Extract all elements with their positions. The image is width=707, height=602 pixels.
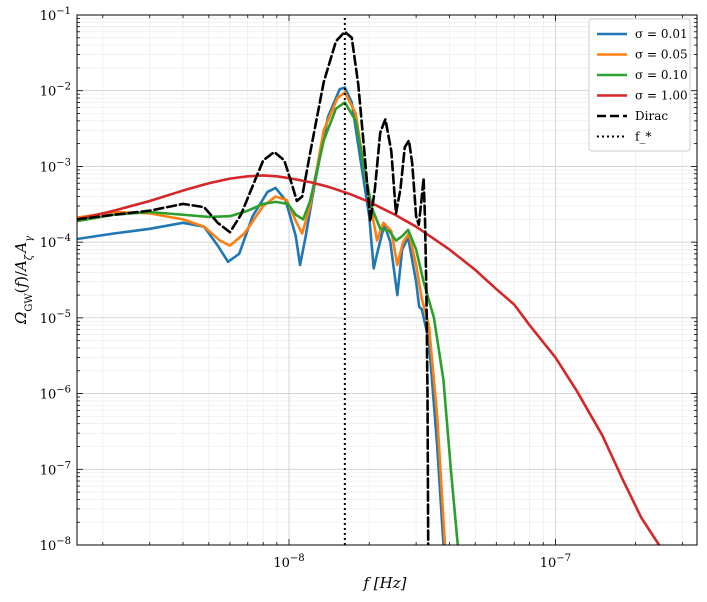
series-line-1 bbox=[77, 91, 447, 545]
y-tick-label: 10−5 bbox=[40, 309, 71, 327]
y-tick-label: 10−8 bbox=[40, 536, 71, 554]
series-line-0 bbox=[77, 86, 445, 545]
legend-label-2: σ = 0.10 bbox=[635, 68, 688, 82]
legend-label-1: σ = 0.05 bbox=[635, 48, 688, 62]
plot-frame bbox=[76, 14, 698, 546]
series-line-3 bbox=[77, 174, 661, 545]
x-axis-label: f [Hz] bbox=[362, 574, 406, 592]
y-axis-label: ΩGW(f)/AζAγ bbox=[12, 236, 35, 325]
y-tick-label: 10−7 bbox=[40, 460, 71, 478]
legend-label-5: f_* bbox=[635, 130, 651, 144]
legend-label-0: σ = 0.01 bbox=[635, 27, 688, 41]
x-tick-label: 10−7 bbox=[540, 553, 571, 571]
y-tick-label: 10−1 bbox=[40, 6, 71, 24]
y-tick-label: 10−4 bbox=[40, 233, 71, 251]
legend: σ = 0.01 σ = 0.05 σ = 0.10 σ = 1.00 Dirac f_* bbox=[588, 18, 691, 152]
series-line-2 bbox=[77, 101, 460, 545]
tick-labels: 10−8 10−7 10−8 10−7 10−6 10−5 10−4 10−3 10−2 10−1 bbox=[40, 6, 571, 571]
minor-grid bbox=[77, 15, 697, 545]
series-line-4 bbox=[77, 30, 430, 545]
x-tick-label: 10−8 bbox=[273, 553, 304, 571]
y-tick-label: 10−6 bbox=[40, 385, 71, 403]
y-tick-label: 10−2 bbox=[40, 82, 71, 100]
y-tick-label: 10−3 bbox=[40, 157, 71, 175]
axis-ticks bbox=[77, 14, 697, 546]
legend-label-4: Dirac bbox=[635, 109, 668, 123]
legend-label-3: σ = 1.00 bbox=[635, 89, 688, 103]
plot-series bbox=[77, 15, 661, 545]
